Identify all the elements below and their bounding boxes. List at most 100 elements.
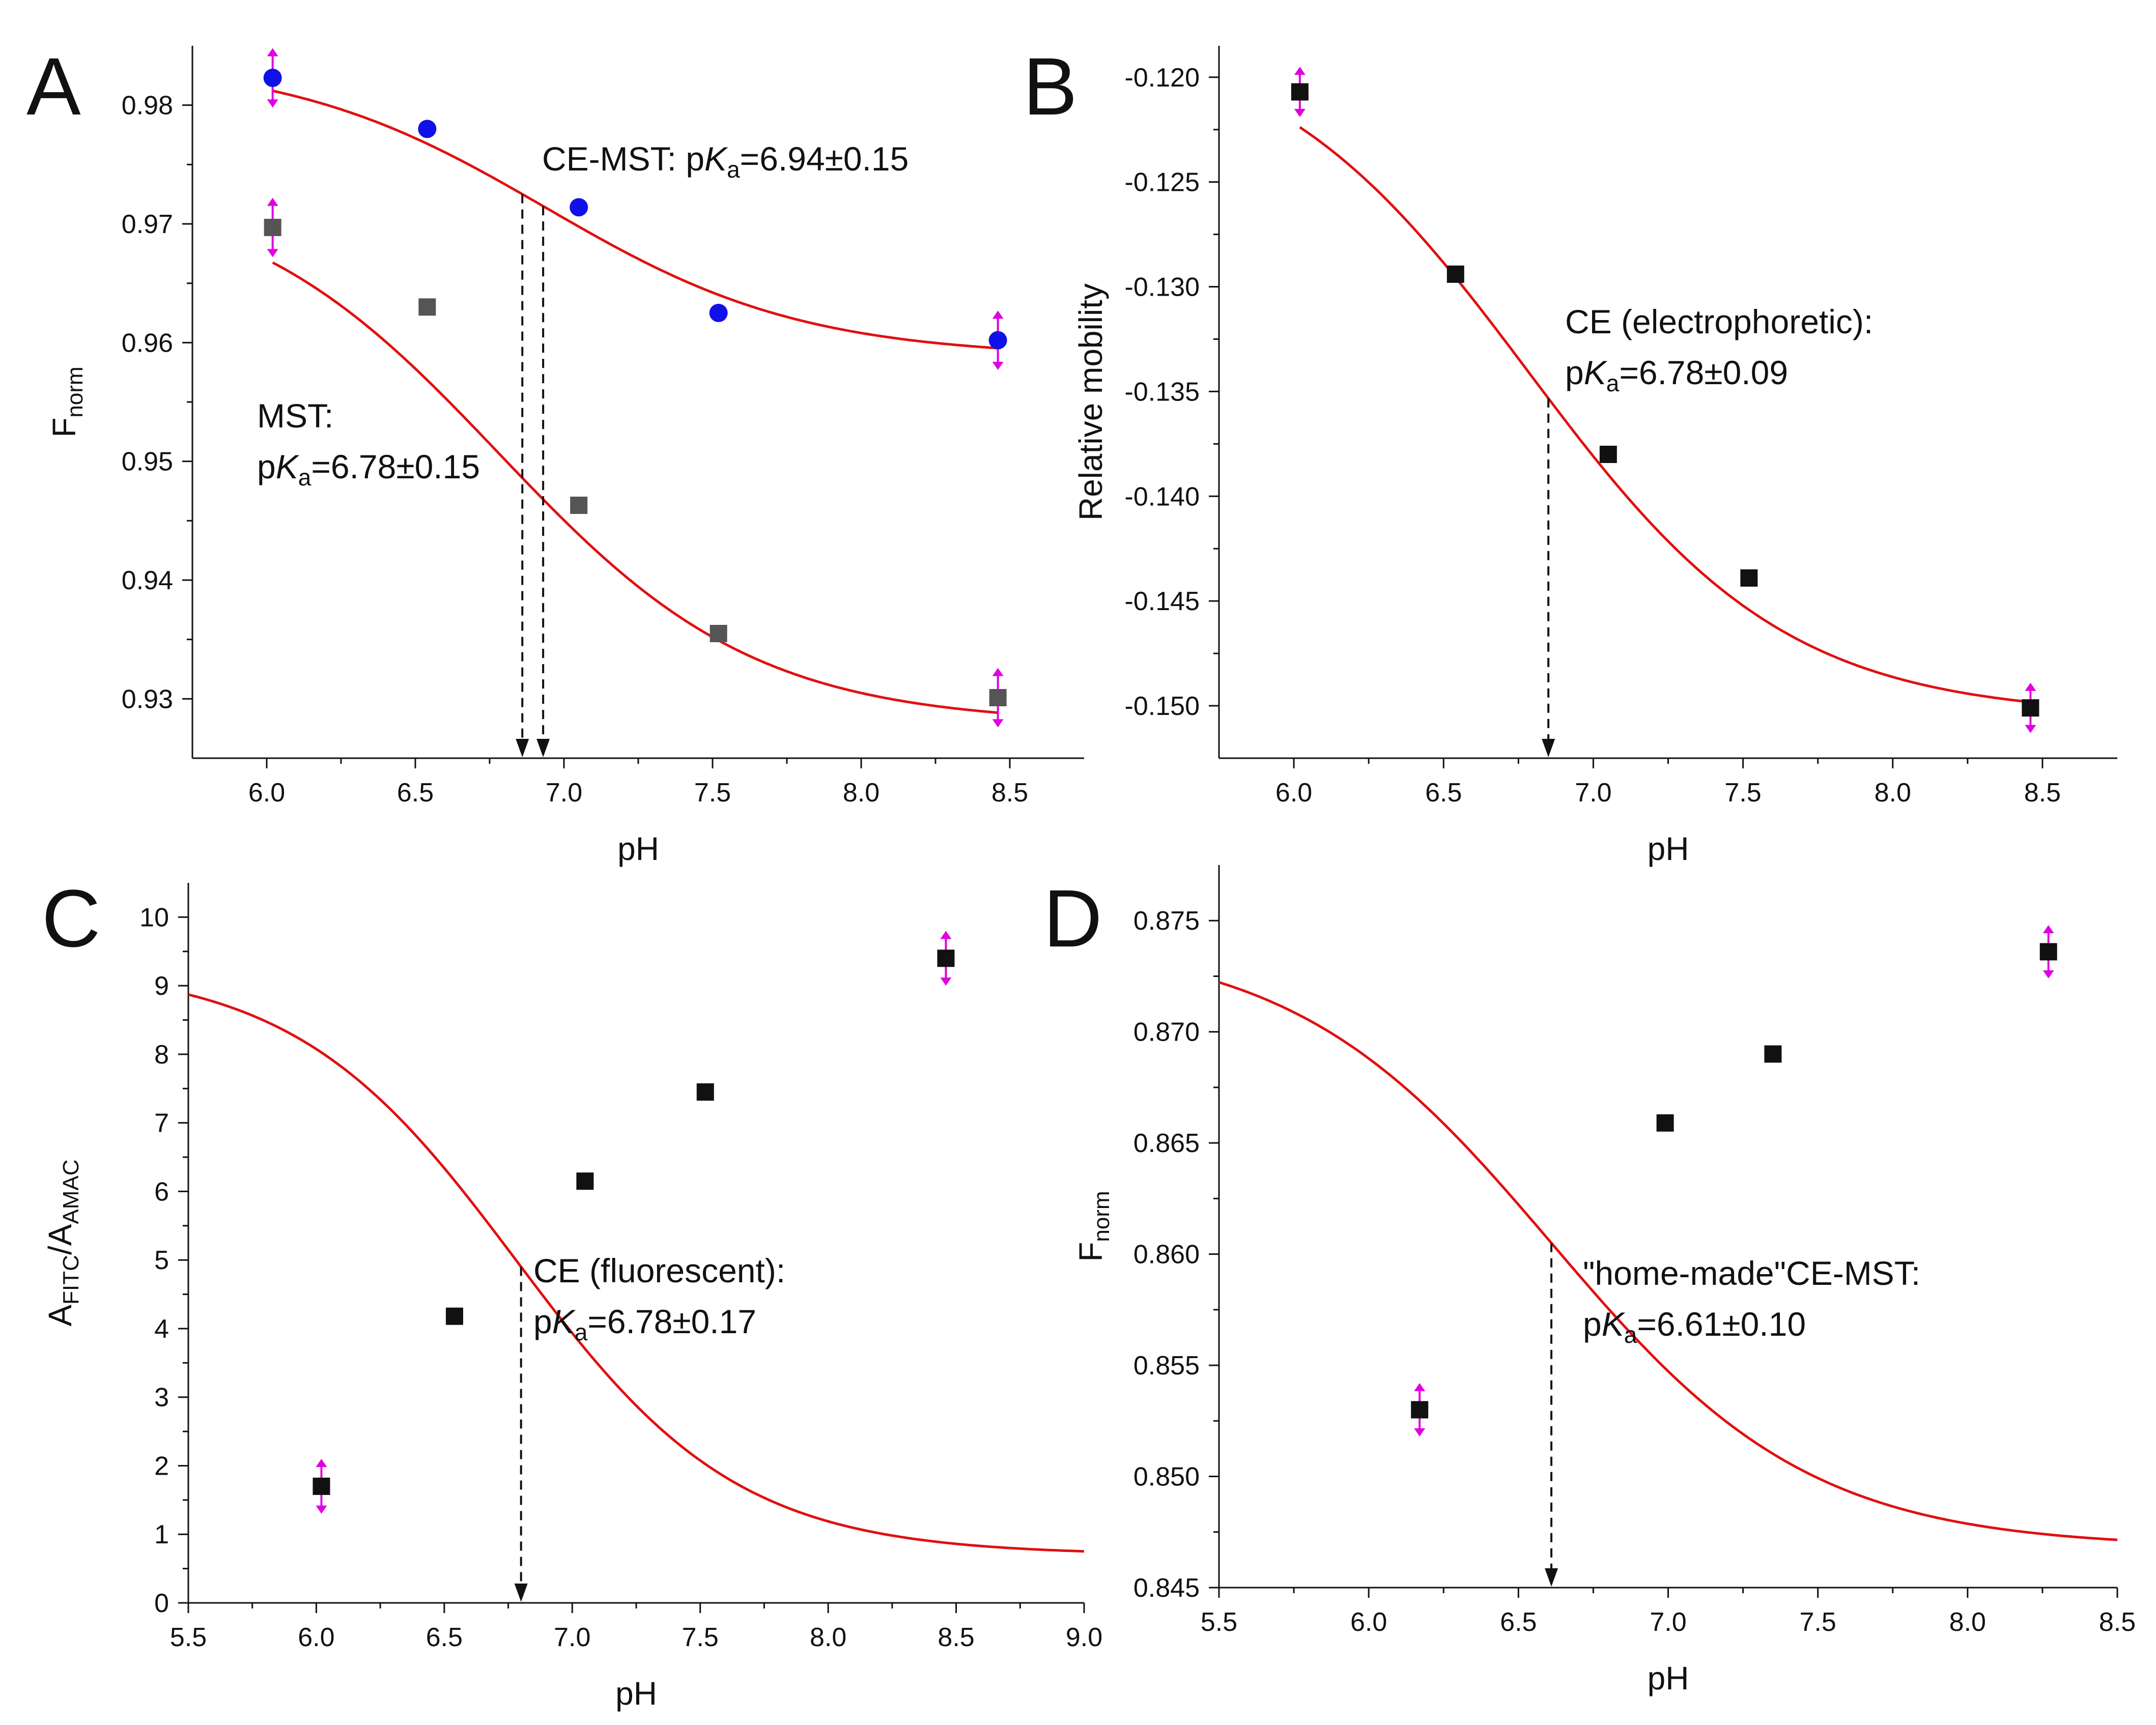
x-tick-label: 6.5 (397, 778, 434, 808)
fit-curve (188, 993, 1085, 1553)
y-axis-title: Relative mobility (1072, 283, 1109, 521)
x-tick-label: 9.0 (1066, 1623, 1102, 1652)
pka-marker-arrow (1542, 739, 1555, 757)
y-tick-label: 8 (154, 1040, 169, 1070)
data-point (988, 331, 1007, 350)
y-tick-label: 0.94 (122, 566, 173, 595)
y-tick-label: 0.875 (1133, 906, 1200, 936)
data-point (696, 1083, 714, 1101)
x-tick-label: 7.5 (1800, 1607, 1836, 1637)
panel-c: C 5.5 6.0 6.5 7.0 7.5 8.0 8.5 9.0 0 1 2 3 4 5 6 7 8 9 10 pH A… (42, 873, 1102, 1712)
x-tick-label: 8.0 (1949, 1607, 1986, 1637)
y-tick-label: 3 (154, 1383, 169, 1413)
y-tick-label: -0.145 (1125, 587, 1200, 616)
x-tick-label: 7.0 (554, 1623, 590, 1652)
y-tick-label: -0.140 (1125, 482, 1200, 511)
error-cap (1414, 1383, 1426, 1392)
error-cap (2025, 682, 2036, 691)
x-tick-label: 7.0 (1650, 1607, 1686, 1637)
y-tick-label: 4 (154, 1314, 169, 1344)
panel-letter: A (26, 41, 81, 132)
error-cap (992, 668, 1004, 676)
x-axis-title: pH (1648, 830, 1689, 867)
y-tick-label: 2 (154, 1451, 169, 1481)
y-tick-label: -0.150 (1125, 692, 1200, 721)
method-label: "home-made"CE-MST: (1583, 1254, 1920, 1292)
error-cap (267, 249, 278, 257)
error-cap (267, 197, 278, 206)
y-tick-label: 10 (139, 903, 169, 932)
data-point (313, 1477, 330, 1495)
x-tick-label: 7.5 (682, 1623, 719, 1652)
error-cap (2042, 970, 2054, 979)
data-point (1764, 1045, 1782, 1063)
x-tick-label: 8.5 (2024, 778, 2061, 808)
method-label: CE (fluorescent): (533, 1252, 785, 1289)
x-tick-label: 8.0 (843, 778, 880, 808)
method-label: MST: (257, 397, 333, 435)
error-cap (2042, 925, 2054, 933)
data-point (709, 304, 728, 322)
panel-a: A 6.0 6.5 7.0 7.5 8.0 8.5 0.93 0.94 0.95 0.96 0.97 0… (26, 41, 1084, 867)
x-tick-label: 5.5 (1201, 1607, 1237, 1637)
data-point (2022, 699, 2039, 717)
y-tick-label: 9 (154, 971, 169, 1001)
fit-curve (1218, 981, 2118, 1541)
data-point (1291, 83, 1309, 101)
data-point (1656, 1114, 1674, 1132)
pka-annotation: pKa=6.61±0.10 (1583, 1305, 1806, 1348)
x-tick-label: 8.5 (938, 1623, 974, 1652)
y-tick-label: 0.845 (1133, 1573, 1200, 1603)
data-point (1599, 445, 1617, 463)
y-tick-label: -0.135 (1125, 377, 1200, 407)
error-cap (992, 310, 1004, 319)
data-point (570, 497, 588, 514)
y-tick-label: 0.98 (122, 91, 173, 121)
y-tick-label: 0.855 (1133, 1351, 1200, 1381)
data-point (576, 1172, 594, 1190)
y-tick-label: 0.865 (1133, 1129, 1200, 1158)
fit-curve (1299, 126, 2031, 704)
y-tick-label: 7 (154, 1109, 169, 1138)
pka-marker-arrow (536, 739, 550, 757)
data-point (418, 298, 436, 316)
pka-annotation: pKa=6.78±0.17 (533, 1303, 756, 1345)
error-cap (940, 931, 952, 939)
data-point (710, 625, 727, 642)
data-point (264, 219, 281, 236)
data-point (1411, 1401, 1429, 1419)
error-cap (316, 1459, 327, 1467)
x-axis-title: pH (1648, 1660, 1689, 1697)
data-point (418, 120, 437, 138)
error-cap (940, 978, 952, 986)
x-tick-label: 8.5 (991, 778, 1028, 808)
error-cap (1294, 109, 1306, 117)
x-tick-label: 6.0 (1350, 1607, 1387, 1637)
data-point (445, 1307, 463, 1325)
error-cap (1414, 1428, 1426, 1436)
panel-letter: D (1043, 873, 1102, 964)
y-tick-label: -0.130 (1125, 273, 1200, 302)
y-tick-label: -0.125 (1125, 168, 1200, 197)
pka-marker-arrow (1545, 1568, 1558, 1587)
panel-letter: B (1023, 41, 1077, 132)
x-tick-label: 6.0 (298, 1623, 334, 1652)
x-axis-title: pH (617, 830, 659, 867)
error-cap (2025, 725, 2036, 733)
x-tick-label: 6.5 (1500, 1607, 1537, 1637)
y-axis-title: Fnorm (46, 366, 88, 437)
y-tick-label: 0.870 (1133, 1018, 1200, 1047)
x-tick-label: 5.5 (170, 1623, 207, 1652)
y-tick-label: 0.850 (1133, 1462, 1200, 1492)
method-label: CE (electrophoretic): (1565, 303, 1873, 340)
pka-annotation: pKa=6.78±0.09 (1565, 354, 1788, 396)
y-tick-label: 6 (154, 1177, 169, 1206)
data-point (2039, 943, 2057, 961)
panel-d: D 5.5 6.0 6.5 7.0 7.5 8.0 8.5 0.845 0.850 0.855 0.8… (1043, 865, 2136, 1697)
x-tick-label: 7.0 (546, 778, 582, 808)
error-cap (267, 99, 278, 108)
y-tick-label: 0 (154, 1589, 169, 1618)
error-cap (992, 719, 1004, 728)
x-tick-label: 6.0 (1275, 778, 1312, 808)
